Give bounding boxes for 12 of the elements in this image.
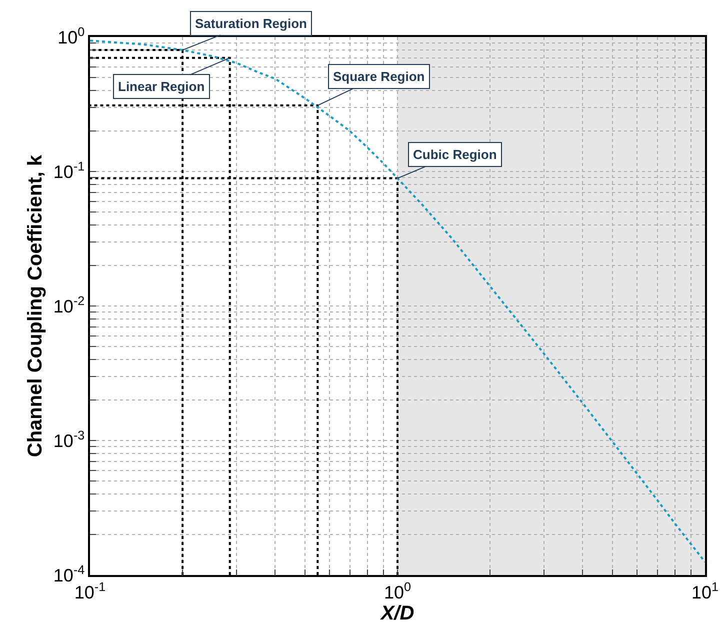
x-tick-label: 10$^{1}$ (691, 580, 719, 602)
x-axis-title: X/D (380, 602, 414, 624)
x-tick-label: 10$^{0}$ (384, 580, 412, 602)
annotation: Cubic Region (413, 147, 497, 162)
y-tick-label: 10$^{-3}$ (53, 428, 85, 451)
y-tick-label: 10$^{-2}$ (53, 294, 85, 316)
y-tick-label: 10$^{0}$ (58, 24, 85, 48)
annotation: Linear Region (118, 79, 205, 94)
y-tick-label: 10$^{-1}$ (53, 159, 85, 182)
annotation: Square Region (333, 69, 425, 84)
y-axis-title: Channel Coupling Coefficient, k (24, 154, 46, 458)
annotation: Saturation Region (195, 16, 308, 31)
